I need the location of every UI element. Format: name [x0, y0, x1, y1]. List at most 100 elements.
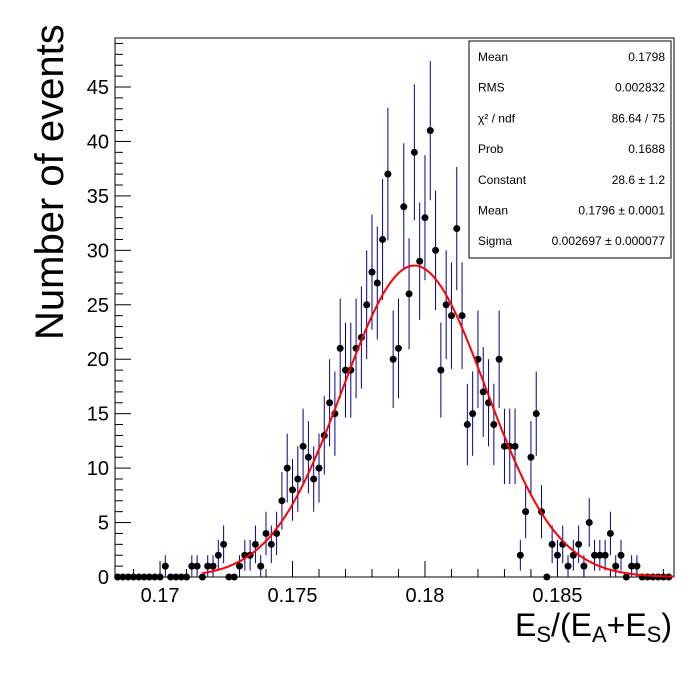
data-point — [310, 475, 318, 483]
data-point — [114, 573, 122, 581]
data-point — [569, 551, 577, 559]
data-point — [177, 573, 185, 581]
data-point — [119, 573, 127, 581]
data-point — [447, 312, 455, 320]
data-point — [458, 312, 466, 320]
data-point — [326, 399, 334, 407]
stats-value: 86.64 / 75 — [612, 111, 666, 125]
stats-label: Sigma — [478, 234, 512, 248]
data-point — [214, 551, 222, 559]
x-tick-label: 0.17 — [141, 585, 180, 607]
data-point — [373, 279, 381, 287]
y-tick-label: 10 — [87, 458, 109, 480]
data-point — [585, 519, 593, 527]
data-point — [384, 170, 392, 178]
data-point — [283, 464, 291, 472]
data-point — [532, 410, 540, 418]
y-tick-label: 40 — [87, 131, 109, 153]
data-point — [606, 529, 614, 537]
data-point — [432, 246, 440, 254]
x-label-text: /(E — [551, 607, 592, 643]
data-point — [416, 257, 424, 265]
x-tick-label: 0.175 — [267, 585, 317, 607]
data-point — [198, 573, 206, 581]
y-axis: 0 5 10 15 20 25 30 35 40 45 — [87, 42, 131, 589]
data-point — [278, 497, 286, 505]
data-point — [289, 486, 297, 494]
data-point — [336, 344, 344, 352]
data-point — [341, 366, 349, 374]
data-point — [426, 127, 434, 135]
y-axis-label: Number of events — [28, 24, 72, 340]
stats-label: Mean — [478, 204, 508, 218]
x-label-text: ) — [661, 607, 672, 643]
stats-value: 0.002832 — [615, 81, 665, 95]
data-point — [220, 540, 228, 548]
data-point — [591, 551, 599, 559]
data-point — [622, 573, 630, 581]
x-axis-label: ES/(EA+ES) — [515, 607, 672, 647]
data-point — [596, 551, 604, 559]
data-point — [130, 573, 138, 581]
data-point — [516, 551, 524, 559]
stats-box-frame — [468, 40, 672, 259]
y-tick-label: 25 — [87, 295, 109, 317]
data-point — [543, 573, 551, 581]
y-tick-label: 45 — [87, 77, 109, 99]
y-tick-label: 15 — [87, 404, 109, 426]
y-tick-label: 30 — [87, 240, 109, 262]
data-point — [368, 268, 376, 276]
data-point — [183, 573, 191, 581]
data-point — [421, 214, 429, 222]
data-point — [553, 551, 561, 559]
y-tick-label: 35 — [87, 186, 109, 208]
data-point — [315, 464, 323, 472]
data-point — [140, 573, 148, 581]
data-point — [400, 203, 408, 211]
data-point — [522, 508, 530, 516]
data-point — [188, 562, 196, 570]
data-point — [580, 562, 588, 570]
y-tick-label: 5 — [98, 513, 109, 535]
data-point — [628, 562, 636, 570]
data-point — [490, 421, 498, 429]
data-point — [156, 573, 164, 581]
data-point — [527, 453, 535, 461]
data-point — [209, 562, 217, 570]
x-axis: 0.17 0.175 0.18 0.185 — [133, 561, 664, 607]
data-point — [204, 562, 212, 570]
data-point — [379, 235, 387, 243]
data-point — [564, 562, 572, 570]
stats-label: Mean — [478, 50, 508, 64]
data-point — [500, 442, 508, 450]
data-point — [442, 301, 450, 309]
x-label-subscript: S — [536, 622, 551, 647]
y-tick-label: 0 — [98, 567, 109, 589]
data-point — [511, 442, 519, 450]
data-point — [172, 573, 180, 581]
data-point — [193, 562, 201, 570]
stats-value: 0.1796 ± 0.0001 — [578, 204, 665, 218]
data-point — [257, 562, 265, 570]
stats-label: Prob — [478, 142, 504, 156]
x-label-text: +E — [607, 607, 647, 643]
x-label-subscript: A — [592, 622, 607, 647]
x-label-text: E — [515, 607, 536, 643]
data-point — [410, 148, 418, 156]
data-point — [145, 573, 153, 581]
data-point — [363, 301, 371, 309]
data-point — [262, 529, 270, 537]
x-tick-label: 0.185 — [532, 585, 582, 607]
data-point — [601, 551, 609, 559]
data-point — [453, 225, 461, 233]
data-point — [151, 573, 159, 581]
data-point — [267, 540, 275, 548]
stats-label: χ² / ndf — [478, 111, 516, 125]
data-point — [161, 562, 169, 570]
stats-value: 0.1688 — [628, 142, 665, 156]
data-point — [225, 573, 233, 581]
data-points — [114, 127, 673, 581]
stats-value: 28.6 ± 1.2 — [612, 173, 666, 187]
data-point — [299, 442, 307, 450]
stats-value: 0.1798 — [628, 50, 665, 64]
